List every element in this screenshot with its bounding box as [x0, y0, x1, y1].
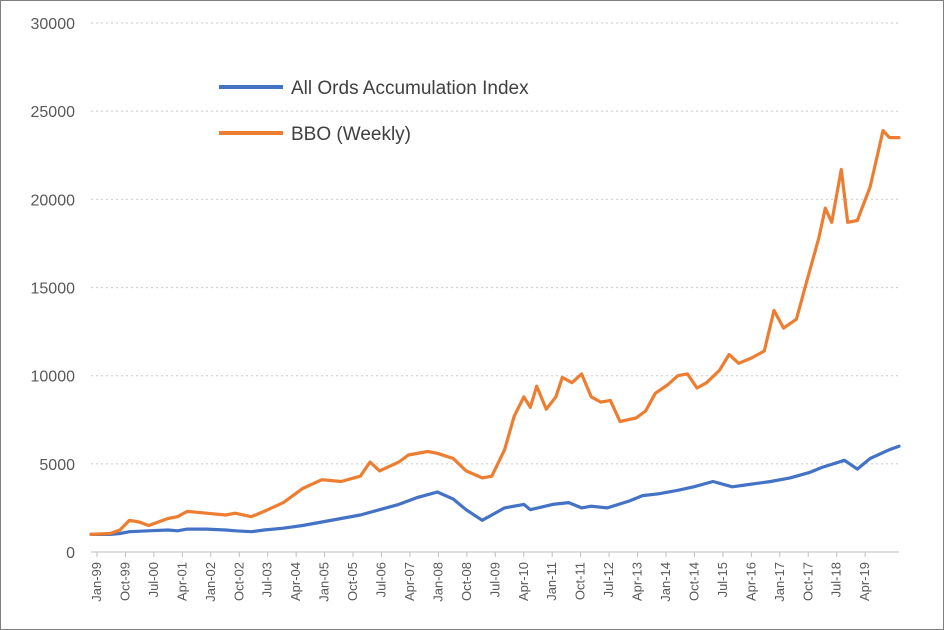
- x-tick-label: Apr-16: [743, 562, 758, 601]
- x-axis: Jan-99 Oct-99 Jul-00 Apr-01 Jan-02 Oct-02 Jul-…: [89, 551, 899, 602]
- x-tick-label: Jul-15: [715, 562, 730, 597]
- y-tick-label: 30000: [31, 16, 76, 33]
- series-line: [89, 129, 901, 536]
- legend: All Ords Accumulation Index BBO (Weekly): [219, 78, 529, 145]
- x-tick-label: Apr-13: [630, 562, 645, 601]
- y-tick-label: 0: [66, 545, 75, 562]
- x-tick-label: Oct-05: [345, 562, 360, 601]
- x-tick-label: Jan-02: [203, 562, 218, 602]
- x-tick-label: Oct-11: [573, 562, 588, 600]
- x-tick-label: Oct-02: [231, 562, 246, 601]
- y-axis: 0 5000 10000 15000 20000 25000 30000: [31, 16, 76, 562]
- x-tick-label: Jul-09: [487, 562, 502, 597]
- series-lines: [89, 129, 901, 536]
- legend-label: All Ords Accumulation Index: [291, 78, 529, 99]
- x-tick-label: Jan-99: [89, 562, 104, 602]
- y-tick-label: 25000: [31, 104, 76, 121]
- x-tick-label: Jul-18: [829, 562, 844, 597]
- x-tick-label: Oct-08: [459, 562, 474, 601]
- series-line: [89, 444, 901, 536]
- x-tick-label: Apr-10: [516, 562, 531, 601]
- x-tick-label: Jul-06: [374, 562, 389, 597]
- x-tick-label: Oct-99: [117, 562, 132, 601]
- x-tick-label: Apr-07: [402, 562, 417, 601]
- x-tick-label: Apr-04: [288, 562, 303, 601]
- x-tick-label: Jan-11: [544, 562, 559, 601]
- y-tick-label: 10000: [31, 369, 76, 386]
- x-tick-label: Apr-19: [857, 562, 872, 601]
- y-tick-label: 20000: [31, 192, 76, 209]
- x-tick-label: Jul-12: [601, 562, 616, 597]
- legend-label: BBO (Weekly): [291, 124, 411, 145]
- x-tick-label: Apr-01: [174, 562, 189, 601]
- y-tick-label: 15000: [31, 281, 76, 298]
- x-tick-label: Jan-05: [317, 562, 332, 602]
- x-tick-label: Oct-17: [800, 562, 815, 601]
- x-tick-label: Jan-17: [772, 562, 787, 602]
- x-tick-label: Jul-00: [146, 562, 161, 597]
- y-tick-label: 5000: [39, 457, 75, 474]
- x-tick-label: Oct-14: [686, 562, 701, 601]
- x-tick-label: Jan-14: [658, 562, 673, 602]
- x-tick-label: Jul-03: [260, 562, 275, 597]
- x-tick-label: Jan-08: [430, 562, 445, 602]
